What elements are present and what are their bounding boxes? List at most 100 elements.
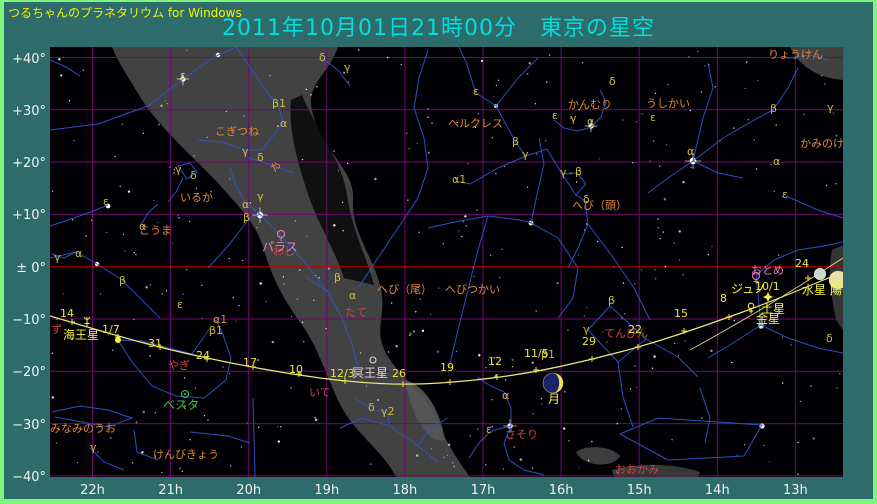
- star: [99, 293, 102, 295]
- star: [296, 298, 299, 300]
- star: [153, 199, 155, 202]
- ra-axis-label: 20h: [236, 483, 262, 498]
- dec-axis-label: +20°: [12, 156, 46, 172]
- neptune-date-symbol: [115, 337, 121, 343]
- constellation-line: [755, 274, 762, 326]
- star: [510, 437, 513, 439]
- star: [835, 183, 837, 185]
- star: [149, 284, 152, 286]
- constellation-line: [755, 241, 843, 276]
- star: [127, 190, 131, 193]
- ra-axis-label: 16h: [548, 483, 574, 498]
- star: [768, 461, 771, 463]
- constellation-line: [617, 361, 634, 428]
- star: [314, 416, 316, 419]
- star: [731, 361, 733, 364]
- star: [58, 58, 61, 61]
- star: [165, 290, 168, 292]
- star: [821, 75, 823, 77]
- star: [359, 352, 362, 354]
- sun-symbol: [828, 270, 843, 290]
- star: [365, 385, 368, 387]
- star: [453, 465, 455, 468]
- star: [775, 124, 777, 126]
- constellation-line: [448, 215, 489, 369]
- star: [462, 221, 465, 223]
- milky-way: [612, 464, 700, 477]
- constellation-line: [692, 62, 714, 162]
- star: [386, 56, 389, 59]
- star: [188, 220, 191, 223]
- dec-axis-label: −30°: [12, 417, 46, 433]
- star: [634, 283, 636, 285]
- star: [586, 306, 588, 309]
- star: [282, 276, 285, 278]
- star-chart[interactable]: ヘルクレス かんむり うしかい りょうけん かみのけ へび（頭） へび（尾） へびつかい こぎつ…: [50, 47, 843, 477]
- constellation-line: [177, 162, 198, 180]
- window-frame: つるちゃんのプラネタリウム for Windows 2011年10月01日21時…: [4, 2, 873, 499]
- star: [704, 65, 706, 67]
- star: [342, 230, 344, 232]
- star: [684, 340, 686, 342]
- constellation-line: [772, 67, 799, 111]
- star: [568, 440, 570, 442]
- star: [511, 365, 514, 368]
- date-tick: [69, 319, 75, 325]
- star: [535, 310, 537, 312]
- star: [430, 448, 433, 450]
- star: [242, 259, 244, 262]
- constellation-line: [197, 122, 284, 151]
- milky-way: [790, 47, 843, 80]
- star: [235, 320, 237, 322]
- constellation-line: [252, 397, 256, 477]
- star: [577, 254, 580, 256]
- star: [249, 202, 252, 204]
- star: [299, 371, 302, 374]
- star: [651, 367, 654, 369]
- star: [634, 365, 636, 367]
- star: [419, 298, 422, 301]
- star: [535, 153, 538, 155]
- constellation-line: [645, 338, 699, 378]
- star: [689, 109, 692, 112]
- star: [228, 373, 231, 375]
- ra-axis-label: 14h: [704, 483, 730, 498]
- star: [446, 454, 449, 457]
- star: [678, 230, 681, 233]
- star: [451, 462, 454, 464]
- star: [513, 446, 515, 448]
- star: [207, 419, 209, 421]
- star: [183, 368, 185, 371]
- star: [277, 425, 279, 428]
- juno-symbol: [751, 271, 761, 284]
- star: [409, 332, 412, 335]
- star: [161, 293, 163, 295]
- star: [290, 387, 292, 389]
- star: [418, 231, 420, 234]
- star: [556, 281, 559, 285]
- star: [429, 313, 432, 316]
- star: [201, 317, 203, 320]
- star: [498, 276, 501, 279]
- star: [376, 398, 380, 402]
- star: [832, 112, 835, 114]
- constellation-line: [50, 251, 161, 319]
- star: [56, 318, 58, 320]
- star: [598, 158, 600, 160]
- star: [337, 170, 340, 172]
- star: [602, 331, 604, 333]
- star: [665, 144, 668, 146]
- ra-axis-label: 18h: [392, 483, 418, 498]
- star: [623, 313, 626, 315]
- star: [51, 396, 55, 399]
- mercury-symbol: [813, 267, 827, 281]
- star: [277, 440, 281, 443]
- star: [171, 242, 174, 245]
- star: [690, 166, 692, 169]
- star: [714, 86, 716, 88]
- star: [141, 451, 144, 454]
- star: [184, 405, 186, 407]
- ra-axis-label: 21h: [158, 483, 183, 498]
- star: [491, 426, 493, 428]
- star: [540, 398, 543, 400]
